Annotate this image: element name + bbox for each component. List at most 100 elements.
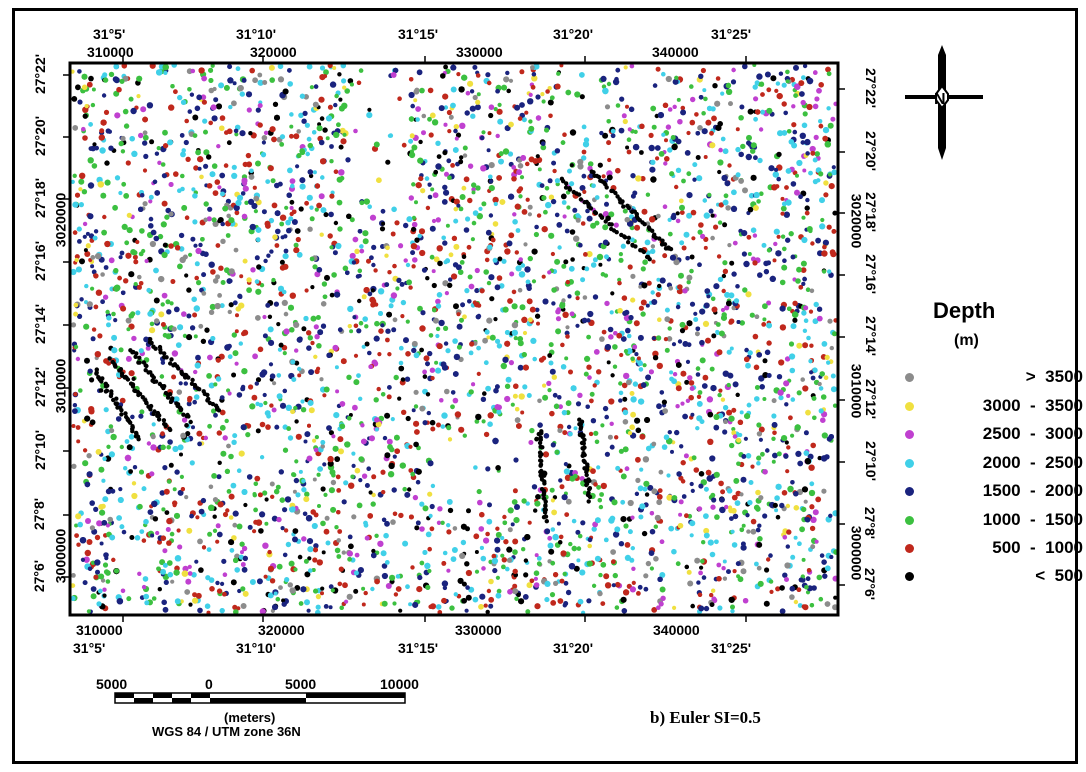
euler-solution-point	[386, 394, 392, 400]
euler-solution-point	[655, 292, 661, 298]
euler-solution-point	[71, 424, 76, 428]
euler-solution-point	[342, 85, 347, 90]
euler-solution-point	[550, 560, 556, 566]
euler-solution-point	[453, 592, 458, 597]
euler-solution-point	[498, 151, 504, 157]
euler-solution-point	[650, 244, 656, 249]
euler-solution-point	[310, 285, 315, 290]
euler-solution-point	[154, 190, 160, 196]
euler-solution-point	[476, 213, 483, 220]
euler-solution-point	[600, 482, 607, 490]
euler-solution-point	[75, 192, 80, 198]
euler-solution-point	[507, 507, 514, 514]
euler-solution-point	[307, 226, 313, 232]
euler-solution-point	[385, 328, 391, 334]
euler-solution-point	[658, 601, 664, 607]
euler-solution-point	[432, 307, 437, 313]
euler-solution-point	[756, 565, 762, 571]
euler-solution-point	[497, 256, 503, 262]
euler-solution-point	[821, 488, 827, 494]
euler-solution-point	[798, 194, 803, 200]
euler-solution-point	[93, 273, 99, 279]
euler-solution-point	[744, 347, 749, 353]
euler-solution-point	[638, 305, 645, 311]
euler-solution-point	[400, 299, 407, 306]
euler-solution-point	[337, 436, 344, 443]
euler-solution-point	[593, 430, 599, 436]
euler-solution-point	[650, 290, 655, 295]
euler-solution-point	[602, 132, 609, 139]
euler-solution-point	[612, 531, 620, 538]
euler-solution-point	[190, 68, 196, 74]
euler-solution-point	[579, 185, 586, 191]
euler-solution-point	[192, 399, 197, 405]
euler-solution-point	[349, 82, 354, 87]
euler-solution-point	[74, 257, 79, 263]
euler-solution-point	[784, 577, 789, 582]
euler-solution-point	[241, 368, 248, 375]
euler-solution-point	[565, 589, 572, 596]
euler-solution-point	[701, 111, 706, 116]
euler-solution-point	[273, 301, 279, 307]
euler-solution-point	[808, 309, 814, 314]
euler-solution-point	[284, 205, 289, 210]
euler-solution-point	[400, 377, 406, 382]
euler-solution-point	[591, 526, 597, 532]
euler-solution-point	[481, 566, 486, 571]
euler-solution-point	[133, 282, 138, 287]
euler-solution-point	[718, 202, 724, 208]
euler-solution-point	[656, 277, 661, 282]
euler-solution-point	[491, 553, 497, 559]
euler-solution-point	[735, 172, 741, 178]
euler-solution-point	[184, 118, 189, 124]
euler-solution-point	[246, 107, 252, 113]
euler-solution-point	[823, 192, 829, 198]
euler-solution-point	[222, 435, 228, 441]
euler-solution-point	[563, 468, 571, 475]
euler-solution-point	[547, 86, 552, 91]
euler-solution-point	[667, 147, 673, 153]
euler-solution-point	[278, 585, 283, 590]
euler-solution-point	[561, 410, 568, 416]
euler-solution-point	[355, 274, 361, 279]
euler-solution-point	[226, 443, 231, 449]
euler-solution-point	[219, 125, 225, 131]
euler-solution-point	[232, 604, 238, 610]
euler-solution-point	[152, 179, 158, 184]
euler-solution-point	[684, 564, 689, 570]
euler-solution-point	[277, 63, 284, 70]
euler-solution-point	[326, 425, 332, 431]
euler-solution-point	[447, 507, 454, 514]
euler-solution-point	[91, 327, 97, 332]
euler-solution-point	[203, 251, 209, 257]
euler-solution-point	[337, 226, 343, 232]
euler-solution-point	[414, 525, 420, 531]
euler-solution-point	[808, 489, 816, 497]
euler-solution-point	[392, 454, 397, 459]
euler-solution-point	[562, 214, 567, 219]
euler-solution-point	[425, 276, 430, 281]
euler-solution-point	[631, 580, 636, 586]
euler-solution-point	[363, 287, 370, 294]
euler-solution-point	[553, 572, 559, 578]
euler-solution-point	[651, 124, 657, 130]
euler-solution-point	[187, 109, 193, 114]
euler-solution-point	[130, 107, 137, 115]
euler-solution-point	[428, 513, 433, 519]
euler-solution-point	[391, 206, 397, 213]
euler-solution-point	[99, 379, 104, 384]
euler-solution-point	[86, 81, 93, 88]
euler-solution-point	[548, 548, 555, 555]
euler-solution-point	[121, 223, 128, 230]
euler-solution-point	[338, 448, 344, 455]
euler-solution-point	[309, 216, 315, 222]
euler-solution-point	[460, 539, 467, 546]
euler-solution-point	[538, 357, 545, 363]
euler-solution-point	[560, 550, 567, 557]
euler-solution-point	[336, 488, 342, 493]
euler-solution-point	[266, 253, 271, 258]
euler-solution-point	[816, 178, 821, 183]
euler-solution-point	[81, 73, 88, 80]
euler-solution-point	[802, 342, 809, 349]
euler-solution-point	[323, 604, 329, 609]
